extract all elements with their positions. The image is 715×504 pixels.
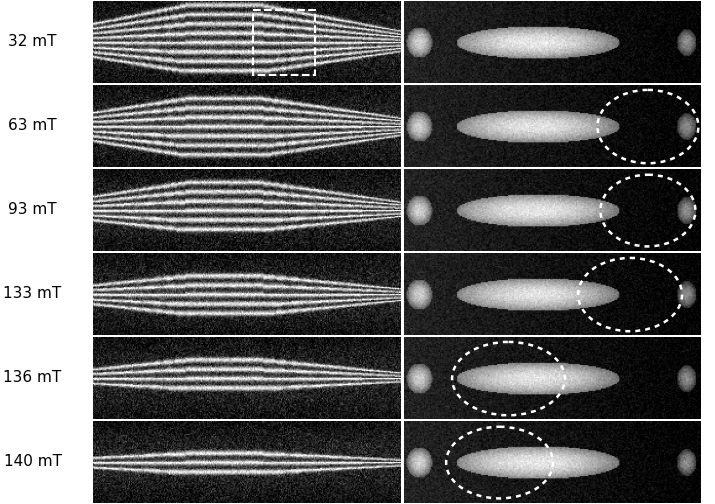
Text: 136 mT: 136 mT	[4, 370, 61, 386]
Text: 63 mT: 63 mT	[8, 118, 57, 134]
Bar	[253, 10, 315, 75]
Text: 93 mT: 93 mT	[8, 203, 57, 218]
Text: 140 mT: 140 mT	[4, 455, 61, 470]
Text: 133 mT: 133 mT	[4, 286, 61, 301]
Text: 32 mT: 32 mT	[9, 34, 56, 49]
